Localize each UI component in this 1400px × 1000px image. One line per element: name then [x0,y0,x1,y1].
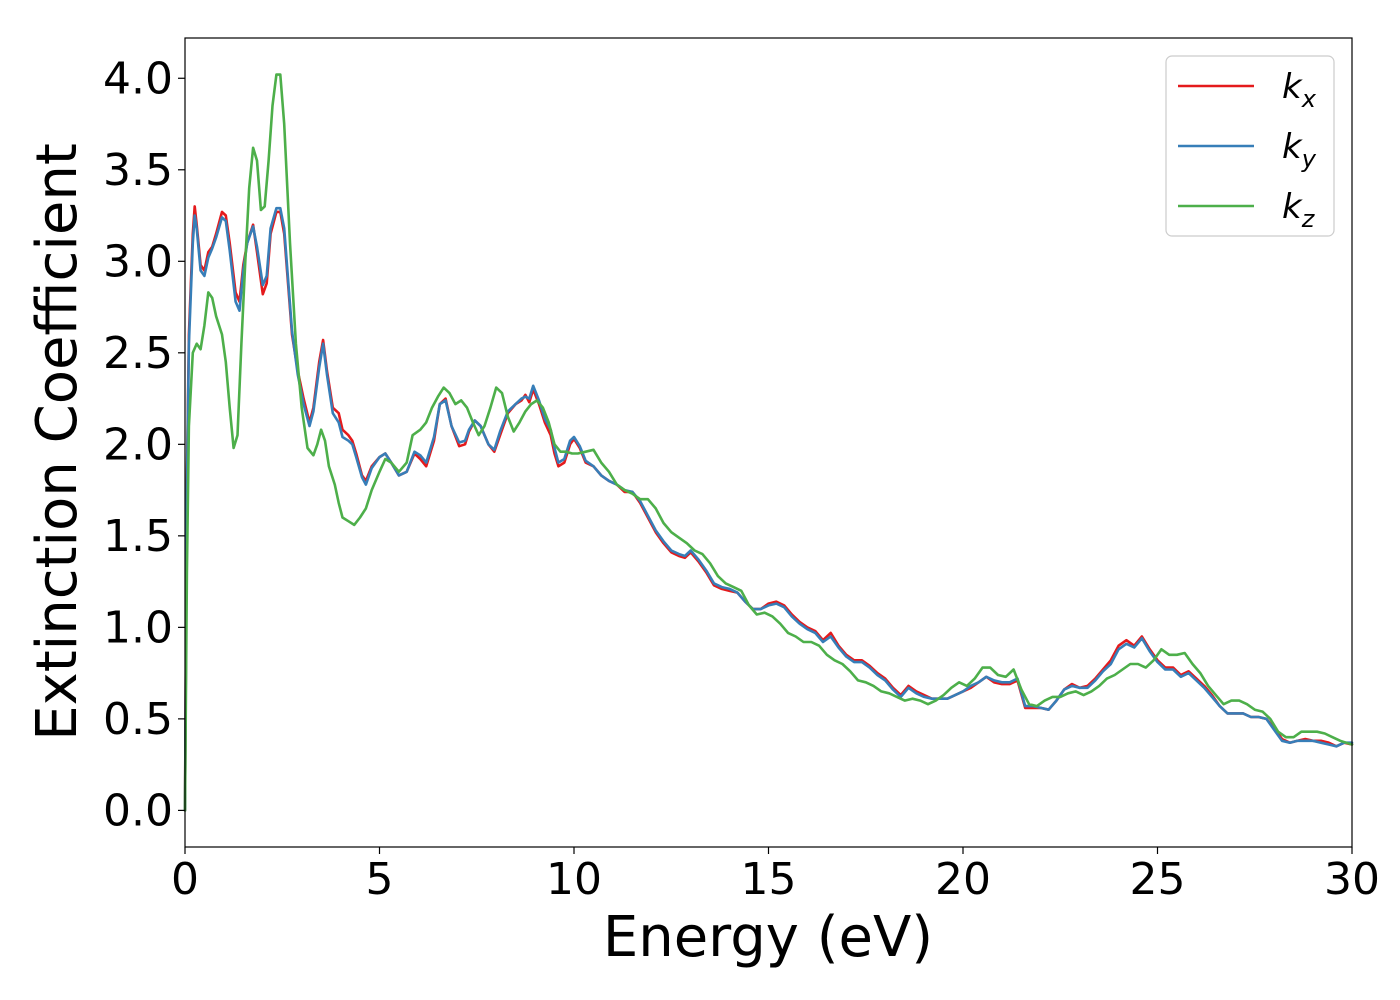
series-layer [183,73,1354,812]
y-tick-label: 0.5 [103,694,173,745]
x-tick-label: 30 [1324,854,1380,905]
x-tick-label: 5 [366,854,394,905]
series-line-kz [183,73,1354,812]
y-tick-label: 1.5 [103,511,173,562]
y-axis: 0.0 0.5 1.0 1.5 2.0 2.5 3.0 3.5 4.0 [103,53,185,836]
y-tick-label: 3.0 [103,236,173,287]
x-tick-label: 15 [741,854,797,905]
y-axis-label: Extinction Coefficient [25,143,90,741]
y-tick-label: 2.0 [103,419,173,470]
series-line-ky [183,206,1354,812]
x-tick-label: 10 [546,854,602,905]
y-tick-label: 2.5 [103,328,173,379]
x-axis-label: Energy (eV) [603,905,933,970]
x-tick-label: 0 [171,854,199,905]
y-tick-label: 3.5 [103,145,173,196]
x-axis: 0 5 10 15 20 25 30 [171,847,1380,905]
x-tick-label: 20 [935,854,991,905]
y-tick-label: 1.0 [103,602,173,653]
x-tick-label: 25 [1130,854,1186,905]
series-line-kx [183,205,1354,812]
y-tick-label: 4.0 [103,53,173,104]
y-tick-label: 0.0 [103,785,173,836]
